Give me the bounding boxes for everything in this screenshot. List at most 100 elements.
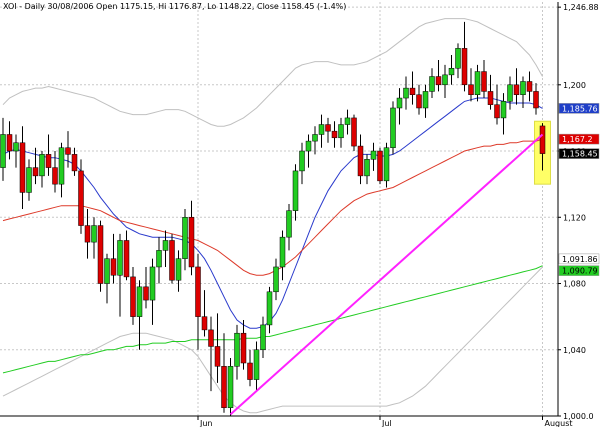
x-tick-label: August	[545, 419, 573, 427]
price-badge-label: 1,091.86	[562, 255, 598, 264]
candle-body	[390, 107, 396, 148]
candle-body	[266, 291, 273, 326]
candle-body	[286, 210, 292, 238]
x-tick-label: Jul	[381, 419, 392, 427]
candle-body	[344, 117, 351, 125]
candle-body	[539, 125, 546, 154]
candle-body	[416, 94, 422, 109]
candle-body	[351, 117, 357, 147]
candle-body	[500, 101, 507, 119]
candle-body	[149, 266, 156, 301]
chart-title: XOI - Daily 30/08/2006 Open 1175.15, Hi …	[3, 2, 346, 11]
y-tick-label: 1,200	[563, 81, 586, 90]
candle-body	[474, 71, 481, 95]
candle-body	[201, 316, 208, 331]
x-tick-label: Jun	[199, 419, 213, 427]
price-badge	[558, 253, 600, 265]
candle-body	[526, 81, 533, 92]
candle-body	[104, 258, 110, 284]
price-badge	[558, 265, 600, 276]
candle-body	[338, 124, 344, 139]
candle-body	[396, 97, 403, 109]
candle-body	[130, 276, 136, 317]
candle-body	[461, 48, 468, 86]
candle-body	[325, 124, 331, 132]
candle-body	[208, 329, 214, 347]
candle-body	[377, 150, 383, 182]
trendline	[229, 133, 544, 416]
candle-body	[357, 145, 364, 177]
candle-body	[305, 140, 312, 152]
candle-body	[123, 240, 130, 278]
candle-body	[273, 266, 279, 293]
candle-body	[26, 167, 32, 193]
candle-body	[292, 170, 299, 211]
overlay-line	[2, 97, 543, 329]
candle-body	[487, 91, 494, 105]
candle-body	[435, 76, 442, 86]
candle-body	[162, 240, 169, 251]
candle-body	[260, 324, 266, 351]
candle-body	[58, 147, 65, 185]
candle-body	[253, 349, 260, 380]
price-badge-label: 1,185.76	[562, 104, 598, 113]
candle-body	[494, 104, 500, 119]
candle-body	[195, 266, 201, 317]
candle-body	[318, 124, 325, 135]
trendline-layer	[229, 133, 544, 416]
candle-body	[468, 84, 474, 95]
y-tick-label: 1,246.88	[563, 3, 599, 12]
candle-body	[279, 236, 286, 268]
candle-body	[234, 332, 240, 367]
candle-body	[71, 154, 78, 172]
candle-body	[481, 71, 487, 92]
candle-body	[383, 147, 390, 182]
candle-body	[110, 258, 117, 276]
overlay-layer	[2, 18, 543, 414]
candle-body	[32, 167, 39, 177]
overlay-line	[2, 265, 543, 374]
candle-body	[429, 76, 435, 92]
candle-body	[299, 150, 305, 172]
candle-body	[214, 346, 221, 367]
candle-body	[45, 154, 52, 168]
candle-body	[409, 87, 416, 95]
price-badge	[558, 148, 600, 159]
overlay-line	[2, 138, 543, 276]
price-badge-label: 1,167.2	[562, 135, 593, 144]
price-badge-label: 1,158.45	[562, 150, 598, 159]
candle-body	[533, 91, 539, 109]
candle-body	[175, 258, 182, 281]
candle-body	[182, 217, 188, 259]
candle-body	[188, 217, 195, 268]
candle-body	[507, 84, 513, 102]
candle-body	[65, 147, 71, 155]
price-badge	[558, 103, 600, 114]
candle-body	[143, 286, 149, 301]
candle-layer	[0, 21, 546, 416]
candle-body	[84, 225, 91, 243]
candle-body	[39, 154, 45, 177]
candle-body	[78, 170, 84, 226]
candle-body	[455, 48, 461, 69]
candle-body	[364, 159, 370, 177]
candle-body	[52, 167, 58, 185]
candle-body	[221, 366, 227, 408]
candle-body	[240, 332, 247, 364]
candle-body	[0, 134, 6, 168]
candle-body	[422, 91, 429, 109]
y-tick-label: 1,000.0	[563, 412, 594, 421]
candle-body	[403, 87, 409, 99]
candle-body	[247, 362, 253, 380]
candle-body	[156, 250, 162, 268]
candle-body	[117, 240, 123, 276]
candle-body	[13, 142, 19, 152]
price-badge-label: 1,090.79	[562, 267, 598, 276]
candle-body	[448, 67, 455, 76]
y-tick-label: 1,120	[563, 213, 586, 222]
price-badge-layer: 1,185.76 1,167.2 1,158.45 1,091.86 1,090.79	[558, 103, 600, 276]
candle-body	[169, 240, 175, 281]
